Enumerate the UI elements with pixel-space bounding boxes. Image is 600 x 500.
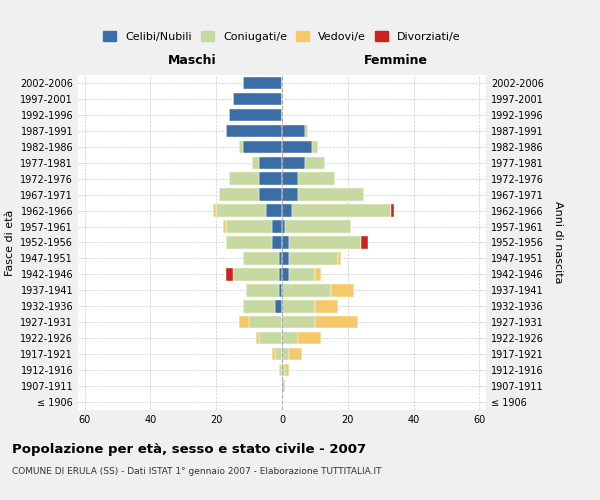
Bar bbox=[229, 172, 259, 185]
Bar bbox=[285, 364, 289, 376]
Bar bbox=[226, 220, 272, 233]
Bar bbox=[246, 284, 279, 296]
Bar bbox=[239, 140, 242, 153]
Bar bbox=[315, 268, 322, 280]
Bar bbox=[282, 156, 305, 169]
Bar bbox=[279, 364, 282, 376]
Bar bbox=[233, 92, 282, 105]
Bar bbox=[253, 156, 259, 169]
Bar bbox=[275, 300, 282, 312]
Legend: Celibi/Nubili, Coniugati/e, Vedovi/e, Divorziati/e: Celibi/Nubili, Coniugati/e, Vedovi/e, Di… bbox=[99, 27, 465, 46]
Y-axis label: Fasce di età: Fasce di età bbox=[5, 210, 15, 276]
Bar bbox=[282, 172, 298, 185]
Bar bbox=[305, 156, 325, 169]
Bar bbox=[282, 204, 292, 217]
Bar bbox=[226, 124, 282, 137]
Bar bbox=[259, 332, 282, 344]
Bar bbox=[213, 204, 216, 217]
Bar bbox=[242, 252, 279, 264]
Bar bbox=[311, 140, 318, 153]
Bar bbox=[282, 188, 298, 201]
Bar bbox=[282, 364, 285, 376]
Bar bbox=[298, 188, 364, 201]
Bar bbox=[279, 284, 282, 296]
Bar bbox=[259, 156, 282, 169]
Bar bbox=[249, 316, 282, 328]
Bar bbox=[391, 204, 394, 217]
Bar bbox=[242, 300, 275, 312]
Bar bbox=[272, 220, 282, 233]
Bar bbox=[289, 268, 315, 280]
Bar bbox=[315, 316, 358, 328]
Text: Popolazione per età, sesso e stato civile - 2007: Popolazione per età, sesso e stato civil… bbox=[12, 442, 366, 456]
Bar bbox=[298, 332, 322, 344]
Bar bbox=[289, 348, 302, 360]
Y-axis label: Anni di nascita: Anni di nascita bbox=[553, 201, 563, 284]
Bar bbox=[226, 236, 272, 248]
Bar bbox=[282, 268, 289, 280]
Text: COMUNE DI ERULA (SS) - Dati ISTAT 1° gennaio 2007 - Elaborazione TUTTITALIA.IT: COMUNE DI ERULA (SS) - Dati ISTAT 1° gen… bbox=[12, 468, 382, 476]
Text: Maschi: Maschi bbox=[167, 54, 217, 68]
Bar bbox=[275, 348, 282, 360]
Bar bbox=[282, 348, 289, 360]
Bar bbox=[282, 140, 311, 153]
Bar bbox=[259, 188, 282, 201]
Bar bbox=[305, 124, 308, 137]
Bar bbox=[239, 316, 249, 328]
Bar bbox=[259, 172, 282, 185]
Bar bbox=[233, 268, 279, 280]
Bar bbox=[292, 204, 391, 217]
Bar bbox=[256, 332, 259, 344]
Bar bbox=[285, 220, 351, 233]
Bar bbox=[282, 300, 315, 312]
Bar bbox=[279, 268, 282, 280]
Bar bbox=[282, 252, 289, 264]
Bar bbox=[289, 236, 361, 248]
Bar bbox=[266, 204, 282, 217]
Bar bbox=[331, 284, 355, 296]
Bar bbox=[226, 268, 233, 280]
Bar bbox=[361, 236, 368, 248]
Bar bbox=[242, 77, 282, 89]
Bar bbox=[229, 108, 282, 121]
Bar bbox=[338, 252, 341, 264]
Bar bbox=[282, 284, 331, 296]
Bar bbox=[220, 188, 259, 201]
Bar bbox=[272, 236, 282, 248]
Bar bbox=[242, 140, 282, 153]
Bar bbox=[282, 124, 305, 137]
Bar bbox=[282, 220, 285, 233]
Bar bbox=[289, 252, 338, 264]
Bar bbox=[216, 204, 266, 217]
Bar bbox=[282, 236, 289, 248]
Bar bbox=[279, 252, 282, 264]
Bar bbox=[298, 172, 335, 185]
Bar bbox=[272, 348, 275, 360]
Bar bbox=[282, 316, 315, 328]
Bar bbox=[223, 220, 226, 233]
Bar bbox=[282, 332, 298, 344]
Bar bbox=[282, 380, 285, 392]
Bar bbox=[315, 300, 338, 312]
Text: Femmine: Femmine bbox=[364, 54, 428, 68]
